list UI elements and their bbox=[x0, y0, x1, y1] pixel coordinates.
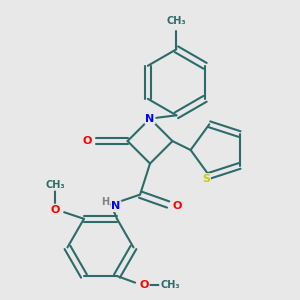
Text: N: N bbox=[146, 114, 154, 124]
Text: S: S bbox=[202, 174, 210, 184]
Text: CH₃: CH₃ bbox=[160, 280, 180, 290]
Text: O: O bbox=[50, 205, 60, 214]
Text: H: H bbox=[101, 197, 109, 207]
Text: O: O bbox=[140, 280, 149, 290]
Text: O: O bbox=[82, 136, 92, 146]
Text: CH₃: CH₃ bbox=[45, 180, 65, 190]
Text: CH₃: CH₃ bbox=[167, 16, 186, 26]
Text: N: N bbox=[111, 201, 121, 211]
Text: O: O bbox=[173, 201, 182, 211]
